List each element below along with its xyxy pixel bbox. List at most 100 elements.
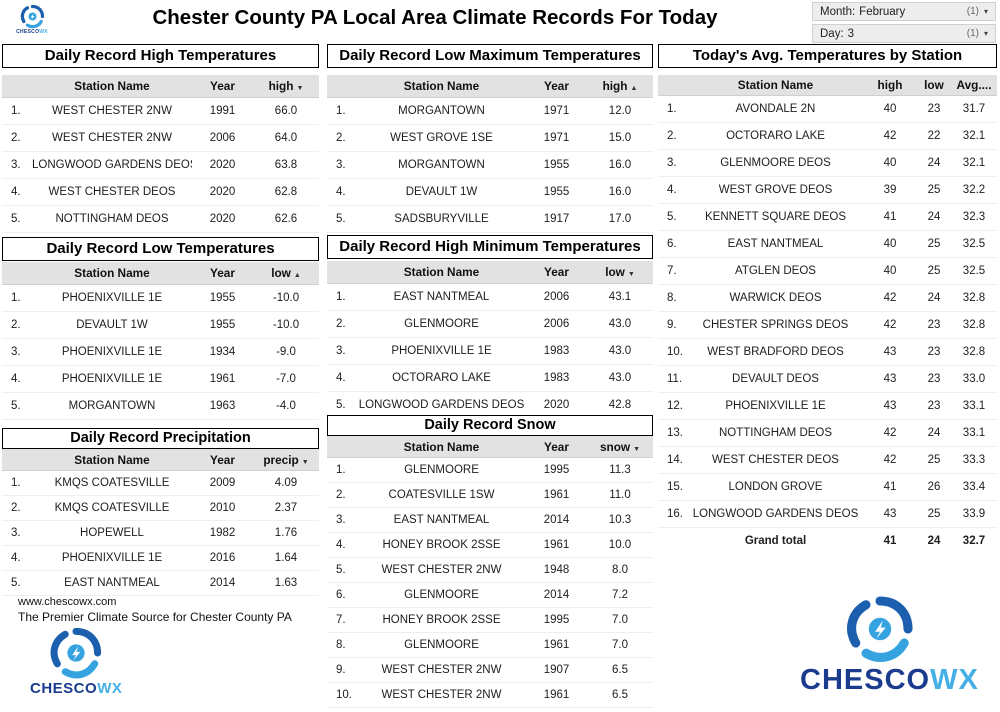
station-column-header[interactable]: Station Name	[74, 452, 150, 467]
station-column-header[interactable]: Station Name	[74, 266, 150, 280]
cell-rank: 2.	[667, 130, 677, 142]
cell-high: 42	[883, 427, 897, 439]
cell-station: PHOENIXVILLE 1E	[61, 373, 163, 385]
filter-count: (1)	[966, 28, 979, 39]
cell-avg: 33.1	[962, 400, 986, 412]
table-row: 1. MORGANTOWN 1971 12.0	[327, 98, 653, 125]
cell-station: LONGWOOD GARDENS DEOS	[358, 399, 525, 411]
cell-rank: 4.	[336, 186, 346, 198]
table-row: 2. DEVAULT 1W 1955 -10.0	[2, 312, 319, 339]
low-column-header[interactable]: low	[924, 78, 944, 92]
cell-rank: 5.	[11, 213, 21, 225]
cell-value: 17.0	[608, 213, 632, 225]
cell-high: 43	[883, 346, 897, 358]
cell-high: 43	[883, 508, 897, 520]
cell-station: ATGLEN DEOS	[735, 265, 816, 277]
cell-low: 25	[927, 265, 941, 277]
table-row: 5. WEST CHESTER 2NW 1948 8.0	[327, 558, 653, 583]
cell-rank: 1.	[336, 105, 346, 117]
cell-rank: 9.	[667, 319, 677, 331]
table-body: 1. PHOENIXVILLE 1E 1955 -10.0 2. DEVAULT 1W 19…	[2, 285, 319, 420]
logo-text-light: WX	[97, 680, 123, 697]
logo-text-light: WX	[39, 29, 48, 35]
cell-year: 1907	[543, 664, 570, 676]
cell-station: GLENMOORE DEOS	[720, 157, 831, 169]
table-title: Daily Record Precipitation	[2, 428, 319, 449]
table-body: 1. KMQS COATESVILLE 2009 4.09 2. KMQS COATESV…	[2, 471, 319, 596]
station-column-header[interactable]: Station Name	[403, 265, 480, 279]
station-column-header[interactable]: Station Name	[403, 79, 480, 93]
cell-low: 25	[927, 454, 941, 466]
value-column-header[interactable]: high ▼	[253, 79, 319, 93]
cell-year: 2020	[209, 213, 236, 225]
cell-station: GLENMOORE	[404, 639, 479, 651]
cell-station: EAST NANTMEAL	[393, 291, 490, 303]
cell-year: 1961	[543, 639, 570, 651]
year-column-header[interactable]: Year	[210, 79, 235, 93]
cell-year: 1983	[543, 372, 570, 384]
cell-rank: 15.	[667, 481, 683, 493]
cell-low: 24	[927, 292, 941, 304]
high-column-header[interactable]: high	[877, 78, 903, 92]
sort-arrow-icon: ▼	[301, 458, 309, 466]
cell-rank: 7.	[667, 265, 677, 277]
cell-rank: 13.	[667, 427, 683, 439]
table-row: 4. WEST CHESTER DEOS 2020 62.8	[2, 179, 319, 206]
cell-low: 23	[927, 103, 941, 115]
cell-rank: 2.	[336, 489, 346, 501]
cell-station: WEST CHESTER DEOS	[48, 186, 176, 198]
logo-text-light: WX	[930, 664, 979, 696]
cell-value: 64.0	[274, 132, 298, 144]
cell-station: WEST CHESTER DEOS	[712, 454, 839, 466]
value-column-header[interactable]: low ▼	[587, 265, 653, 279]
table-title: Daily Record Snow	[327, 415, 653, 436]
cell-year: 2006	[543, 291, 570, 303]
cell-rank: 3.	[11, 346, 21, 358]
value-column-label: precip	[263, 452, 299, 467]
year-column-header[interactable]: Year	[210, 452, 235, 467]
tagline: The Premier Climate Source for Chester C…	[18, 610, 292, 624]
cell-rank: 2.	[11, 502, 21, 514]
cell-rank: 5.	[336, 399, 346, 411]
table-row: 3. PHOENIXVILLE 1E 1934 -9.0	[2, 339, 319, 366]
cell-year: 1971	[543, 132, 570, 144]
cell-station: PHOENIXVILLE 1E	[61, 346, 163, 358]
logo-text: CHESCOWX	[800, 664, 978, 697]
station-column-header[interactable]: Station Name	[737, 78, 814, 92]
station-column-header[interactable]: Station Name	[403, 439, 480, 454]
value-column-header[interactable]: low ▲	[253, 266, 319, 280]
grand-total-row: Grand total 41 24 32.7	[658, 528, 997, 554]
cell-station: MORGANTOWN	[398, 159, 485, 171]
cell-station: WEST GROVE DEOS	[718, 184, 833, 196]
cell-station: WEST CHESTER 2NW	[52, 105, 172, 117]
cell-rank: 14.	[667, 454, 683, 466]
table-row: 3. MORGANTOWN 1955 16.0	[327, 152, 653, 179]
day-filter-dropdown[interactable]: Day: 3 (1) ▾	[812, 24, 996, 43]
cell-avg: 32.8	[962, 346, 986, 358]
cell-rank: 1.	[11, 292, 21, 304]
chevron-down-icon: ▾	[983, 7, 988, 16]
avg-column-header[interactable]: Avg....	[956, 78, 992, 92]
table-header-row: Station Name high low Avg....	[658, 75, 997, 96]
cell-station: PHOENIXVILLE 1E	[61, 552, 163, 564]
year-column-header[interactable]: Year	[544, 79, 569, 93]
avg-temps-table: Today's Avg. Temperatures by Station Sta…	[658, 44, 997, 554]
table-body: 1. AVONDALE 2N 40 23 31.7 2. OCTORARO LAKE 42 22…	[658, 96, 997, 528]
cell-year: 1934	[209, 346, 236, 358]
table-row: 8. WARWICK DEOS 42 24 32.8	[658, 285, 997, 312]
table-row: 9. CHESTER SPRINGS DEOS 42 23 32.8	[658, 312, 997, 339]
value-column-header[interactable]: precip ▼	[253, 453, 319, 467]
year-column-header[interactable]: Year	[544, 439, 569, 454]
station-column-header[interactable]: Station Name	[74, 79, 150, 93]
table-header-row: Station Name Year high ▼	[2, 75, 319, 98]
cell-avg: 33.4	[962, 481, 986, 493]
record-high-min-table: Daily Record High Minimum Temperatures S…	[327, 235, 653, 419]
value-column-header[interactable]: high ▲	[587, 79, 653, 93]
year-column-header[interactable]: Year	[544, 265, 569, 279]
value-column-header[interactable]: snow ▼	[587, 440, 653, 454]
table-title: Daily Record Low Temperatures	[2, 237, 319, 261]
grand-total-label: Grand total	[744, 535, 807, 547]
year-column-header[interactable]: Year	[210, 266, 235, 280]
table-row: 1. WEST CHESTER 2NW 1991 66.0	[2, 98, 319, 125]
month-filter-dropdown[interactable]: Month: February (1) ▾	[812, 2, 996, 21]
